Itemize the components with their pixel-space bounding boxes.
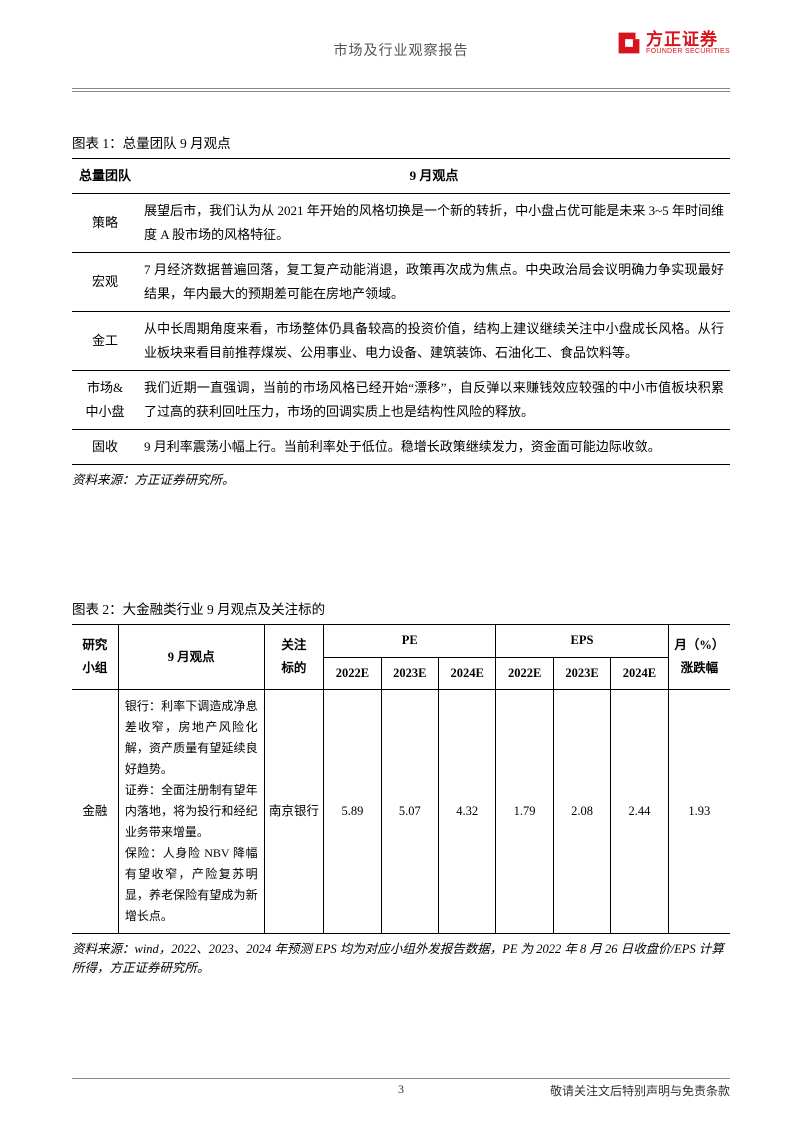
t1-view: 我们近期一直强调，当前的市场风格已经开始“漂移”，自反弹以来赚钱效应较强的中小市… [138, 371, 730, 430]
t1-team: 金工 [72, 312, 138, 371]
t2-group: 金融 [72, 689, 118, 933]
table-row: 宏观 7 月经济数据普遍回落，复工复产动能消退，政策再次成为焦点。中央政治局会议… [72, 253, 730, 312]
t2-head-eps: EPS [496, 625, 668, 657]
brand-logo-text: 方正证券 FOUNDER SECURITIES [646, 31, 730, 55]
t2-head-pe-2022: 2022E [324, 657, 381, 689]
t2-head-view: 9 月观点 [118, 625, 264, 689]
footer-rule [72, 1078, 730, 1079]
t2-head-eps-2023: 2023E [553, 657, 610, 689]
t2-head-pe: PE [324, 625, 496, 657]
footer-disclaimer: 敬请关注文后特别声明与免责条款 [550, 1082, 730, 1099]
t2-eps-2022: 1.79 [496, 689, 553, 933]
table2: 研究 小组 9 月观点 关注 标的 PE EPS 月（%） 涨跌幅 2022E … [72, 624, 730, 933]
table2-caption: 图表 2：大金融类行业 9 月观点及关注标的 [72, 598, 730, 618]
table1-head-team: 总量团队 [72, 159, 138, 194]
t2-pe-2024: 4.32 [439, 689, 496, 933]
t1-view: 7 月经济数据普遍回落，复工复产动能消退，政策再次成为焦点。中央政治局会议明确力… [138, 253, 730, 312]
brand-logo-cn: 方正证券 [646, 31, 730, 48]
t2-head-stock: 关注 标的 [264, 625, 324, 689]
t2-pe-2023: 5.07 [381, 689, 438, 933]
table1-caption: 图表 1：总量团队 9 月观点 [72, 132, 730, 152]
table1-source: 资料来源：方正证券研究所。 [72, 469, 730, 488]
table2-source: 资料来源：wind，2022、2023、2024 年预测 EPS 均为对应小组外… [72, 938, 730, 976]
page-number: 3 [398, 1082, 404, 1097]
t2-view: 银行：利率下调造成净息差收窄，房地产风险化解，资产质量有望延续良好趋势。 证券：… [118, 689, 264, 933]
t1-team: 策略 [72, 194, 138, 253]
brand-logo-en: FOUNDER SECURITIES [646, 48, 730, 55]
founder-logo-icon [616, 30, 642, 56]
t1-team: 宏观 [72, 253, 138, 312]
t1-view: 展望后市，我们认为从 2021 年开始的风格切换是一个新的转折，中小盘占优可能是… [138, 194, 730, 253]
t2-head-pe-2023: 2023E [381, 657, 438, 689]
table1-head-view: 9 月观点 [138, 159, 730, 194]
page: 市场及行业观察报告 方正证券 FOUNDER SECURITIES 图表 1：总… [0, 0, 802, 1133]
t1-view: 9 月利率震荡小幅上行。当前利率处于低位。稳增长政策继续发力，资金面可能边际收敛… [138, 430, 730, 465]
t1-team: 固收 [72, 430, 138, 465]
t2-pe-2022: 5.89 [324, 689, 381, 933]
table1: 总量团队 9 月观点 策略 展望后市，我们认为从 2021 年开始的风格切换是一… [72, 158, 730, 465]
table-row: 金工 从中长周期角度来看，市场整体仍具备较高的投资价值，结构上建议继续关注中小盘… [72, 312, 730, 371]
t2-ret: 1.93 [668, 689, 730, 933]
t2-head-pe-2024: 2024E [439, 657, 496, 689]
table-row: 市场& 中小盘 我们近期一直强调，当前的市场风格已经开始“漂移”，自反弹以来赚钱… [72, 371, 730, 430]
t1-team: 市场& 中小盘 [72, 371, 138, 430]
brand-logo: 方正证券 FOUNDER SECURITIES [616, 30, 730, 56]
t2-head-eps-2024: 2024E [611, 657, 668, 689]
t2-head-ret: 月（%） 涨跌幅 [668, 625, 730, 689]
table-row: 策略 展望后市，我们认为从 2021 年开始的风格切换是一个新的转折，中小盘占优… [72, 194, 730, 253]
table-row: 金融 银行：利率下调造成净息差收窄，房地产风险化解，资产质量有望延续良好趋势。 … [72, 689, 730, 933]
t2-eps-2023: 2.08 [553, 689, 610, 933]
t2-head-eps-2022: 2022E [496, 657, 553, 689]
page-footer: 3 敬请关注文后特别声明与免责条款 [72, 1078, 730, 1099]
t2-stock: 南京银行 [264, 689, 324, 933]
table-row: 固收 9 月利率震荡小幅上行。当前利率处于低位。稳增长政策继续发力，资金面可能边… [72, 430, 730, 465]
t1-view: 从中长周期角度来看，市场整体仍具备较高的投资价值，结构上建议继续关注中小盘成长风… [138, 312, 730, 371]
t2-head-group: 研究 小组 [72, 625, 118, 689]
header-rule [72, 88, 730, 92]
t2-eps-2024: 2.44 [611, 689, 668, 933]
